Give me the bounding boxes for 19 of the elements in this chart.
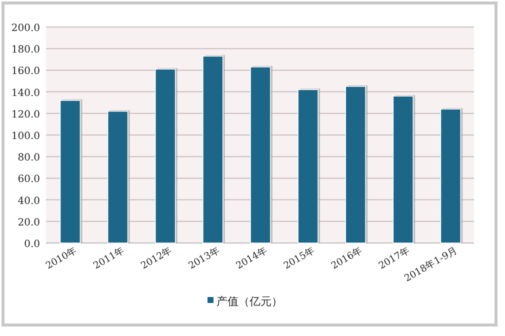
y-tick-label: 20.0 <box>18 217 40 228</box>
bar <box>440 108 462 244</box>
bar <box>298 89 318 244</box>
bar <box>107 110 128 244</box>
y-tick-label: 200.0 <box>11 23 40 34</box>
y-tick-label: 140.0 <box>11 88 40 99</box>
y-tick-label: 0.0 <box>24 239 40 250</box>
y-tick-label: 40.0 <box>18 196 40 207</box>
y-tick-label: 60.0 <box>18 174 40 186</box>
y-tick-label: 160.0 <box>11 66 40 78</box>
bar <box>392 96 414 244</box>
bar <box>250 66 271 244</box>
y-tick-label: 120.0 <box>11 109 40 120</box>
bar <box>154 68 176 244</box>
legend-label: 产值（亿元） <box>216 295 282 308</box>
y-tick-label: 180.0 <box>11 44 40 56</box>
y-tick-label: 100.0 <box>11 131 40 142</box>
y-tick-label: 80.0 <box>18 152 40 164</box>
bar <box>60 100 81 244</box>
